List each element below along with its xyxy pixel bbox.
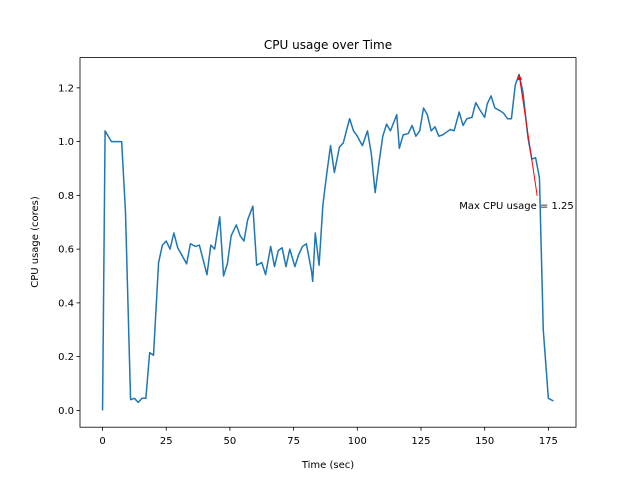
y-tick-label: 0.6 <box>58 245 74 256</box>
y-tick-label: 1.0 <box>58 137 74 148</box>
x-tick-label: 25 <box>160 436 173 447</box>
x-tick-label: 0 <box>99 436 105 447</box>
x-tick-label: 100 <box>348 436 367 447</box>
x-tick-label: 75 <box>287 436 300 447</box>
annotation-arrowhead <box>517 74 523 81</box>
y-tick-label: 1.2 <box>58 83 74 94</box>
y-tick-label: 0.2 <box>58 352 74 363</box>
x-axis-label: Time (sec) <box>301 460 354 471</box>
x-tick-label: 175 <box>539 436 558 447</box>
line-series <box>101 73 554 411</box>
y-axis-label: CPU usage (cores) <box>30 196 41 288</box>
x-tick-label: 125 <box>411 436 430 447</box>
annotation-arrow <box>518 74 538 196</box>
y-tick-label: 0.8 <box>58 191 74 202</box>
x-tick-label: 150 <box>475 436 494 447</box>
annotation-text: Max CPU usage = 1.25 <box>459 201 574 212</box>
y-tick-label: 0.0 <box>58 406 74 417</box>
axes-frame <box>79 57 577 428</box>
y-tick-label: 0.4 <box>58 298 74 309</box>
x-tick-label: 50 <box>224 436 237 447</box>
chart-title: CPU usage over Time <box>264 38 392 52</box>
